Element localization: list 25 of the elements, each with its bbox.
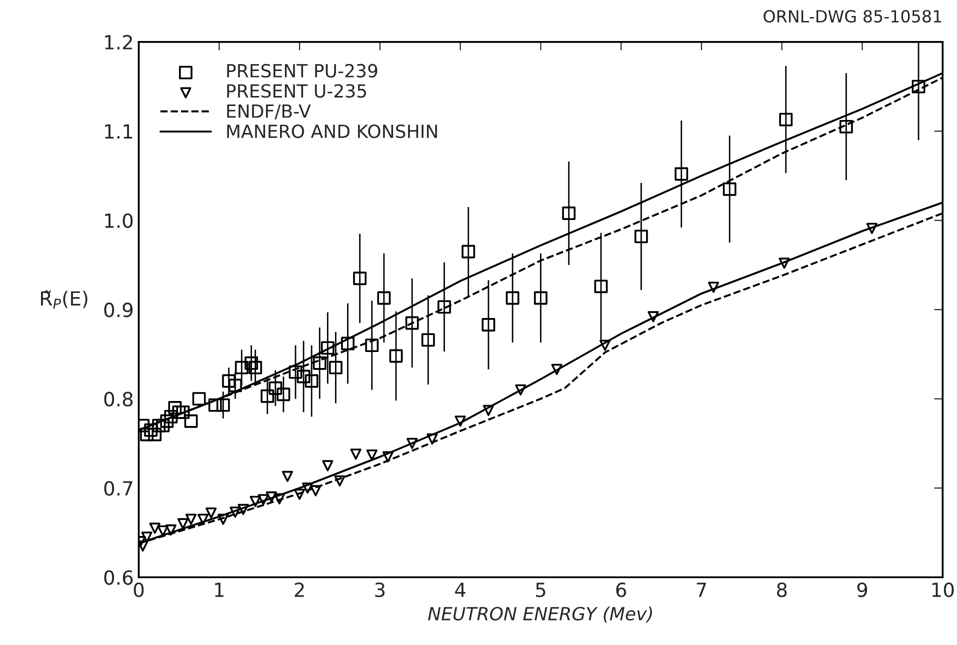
y-tick-label: 0.7 [104,481,132,496]
x-tick-label: 7 [696,582,706,597]
y-tick-label: 1.2 [105,34,132,50]
x-tick-label: 8 [777,582,787,598]
legend-label: MANERO AND KONSHIN [227,124,437,138]
x-tick-label: 10 [932,582,954,598]
text: ORNL-DWG 85-10581 [764,10,942,23]
x-tick-label: 6 [616,582,626,598]
y-tick-label: 0.8 [104,392,133,406]
legend-label: ENDF/B-V [227,104,311,120]
x-tick-label: 4 [455,582,466,597]
x-tick-label: 3 [375,582,385,598]
x-tick-label: 9 [857,582,868,598]
y-tick-label: 1.0 [105,213,133,228]
x-tick-label: 0 [134,582,144,598]
x-tick-label: 2 [294,582,304,597]
x-tick-label: 5 [536,582,546,598]
y-axis-title: R̃$_{P}$(E) [41,290,88,309]
x-axis-title: NEUTRON ENERGY (Mev) [428,606,652,623]
y-tick-label: 1.1 [105,124,132,139]
legend-label: PRESENT U-235 [227,84,366,98]
x-tick-label: 1 [215,582,224,597]
legend-label: PRESENT PU-239 [227,64,378,78]
y-tick-label: 0.6 [104,570,133,585]
y-tick-label: 0.9 [104,302,133,318]
